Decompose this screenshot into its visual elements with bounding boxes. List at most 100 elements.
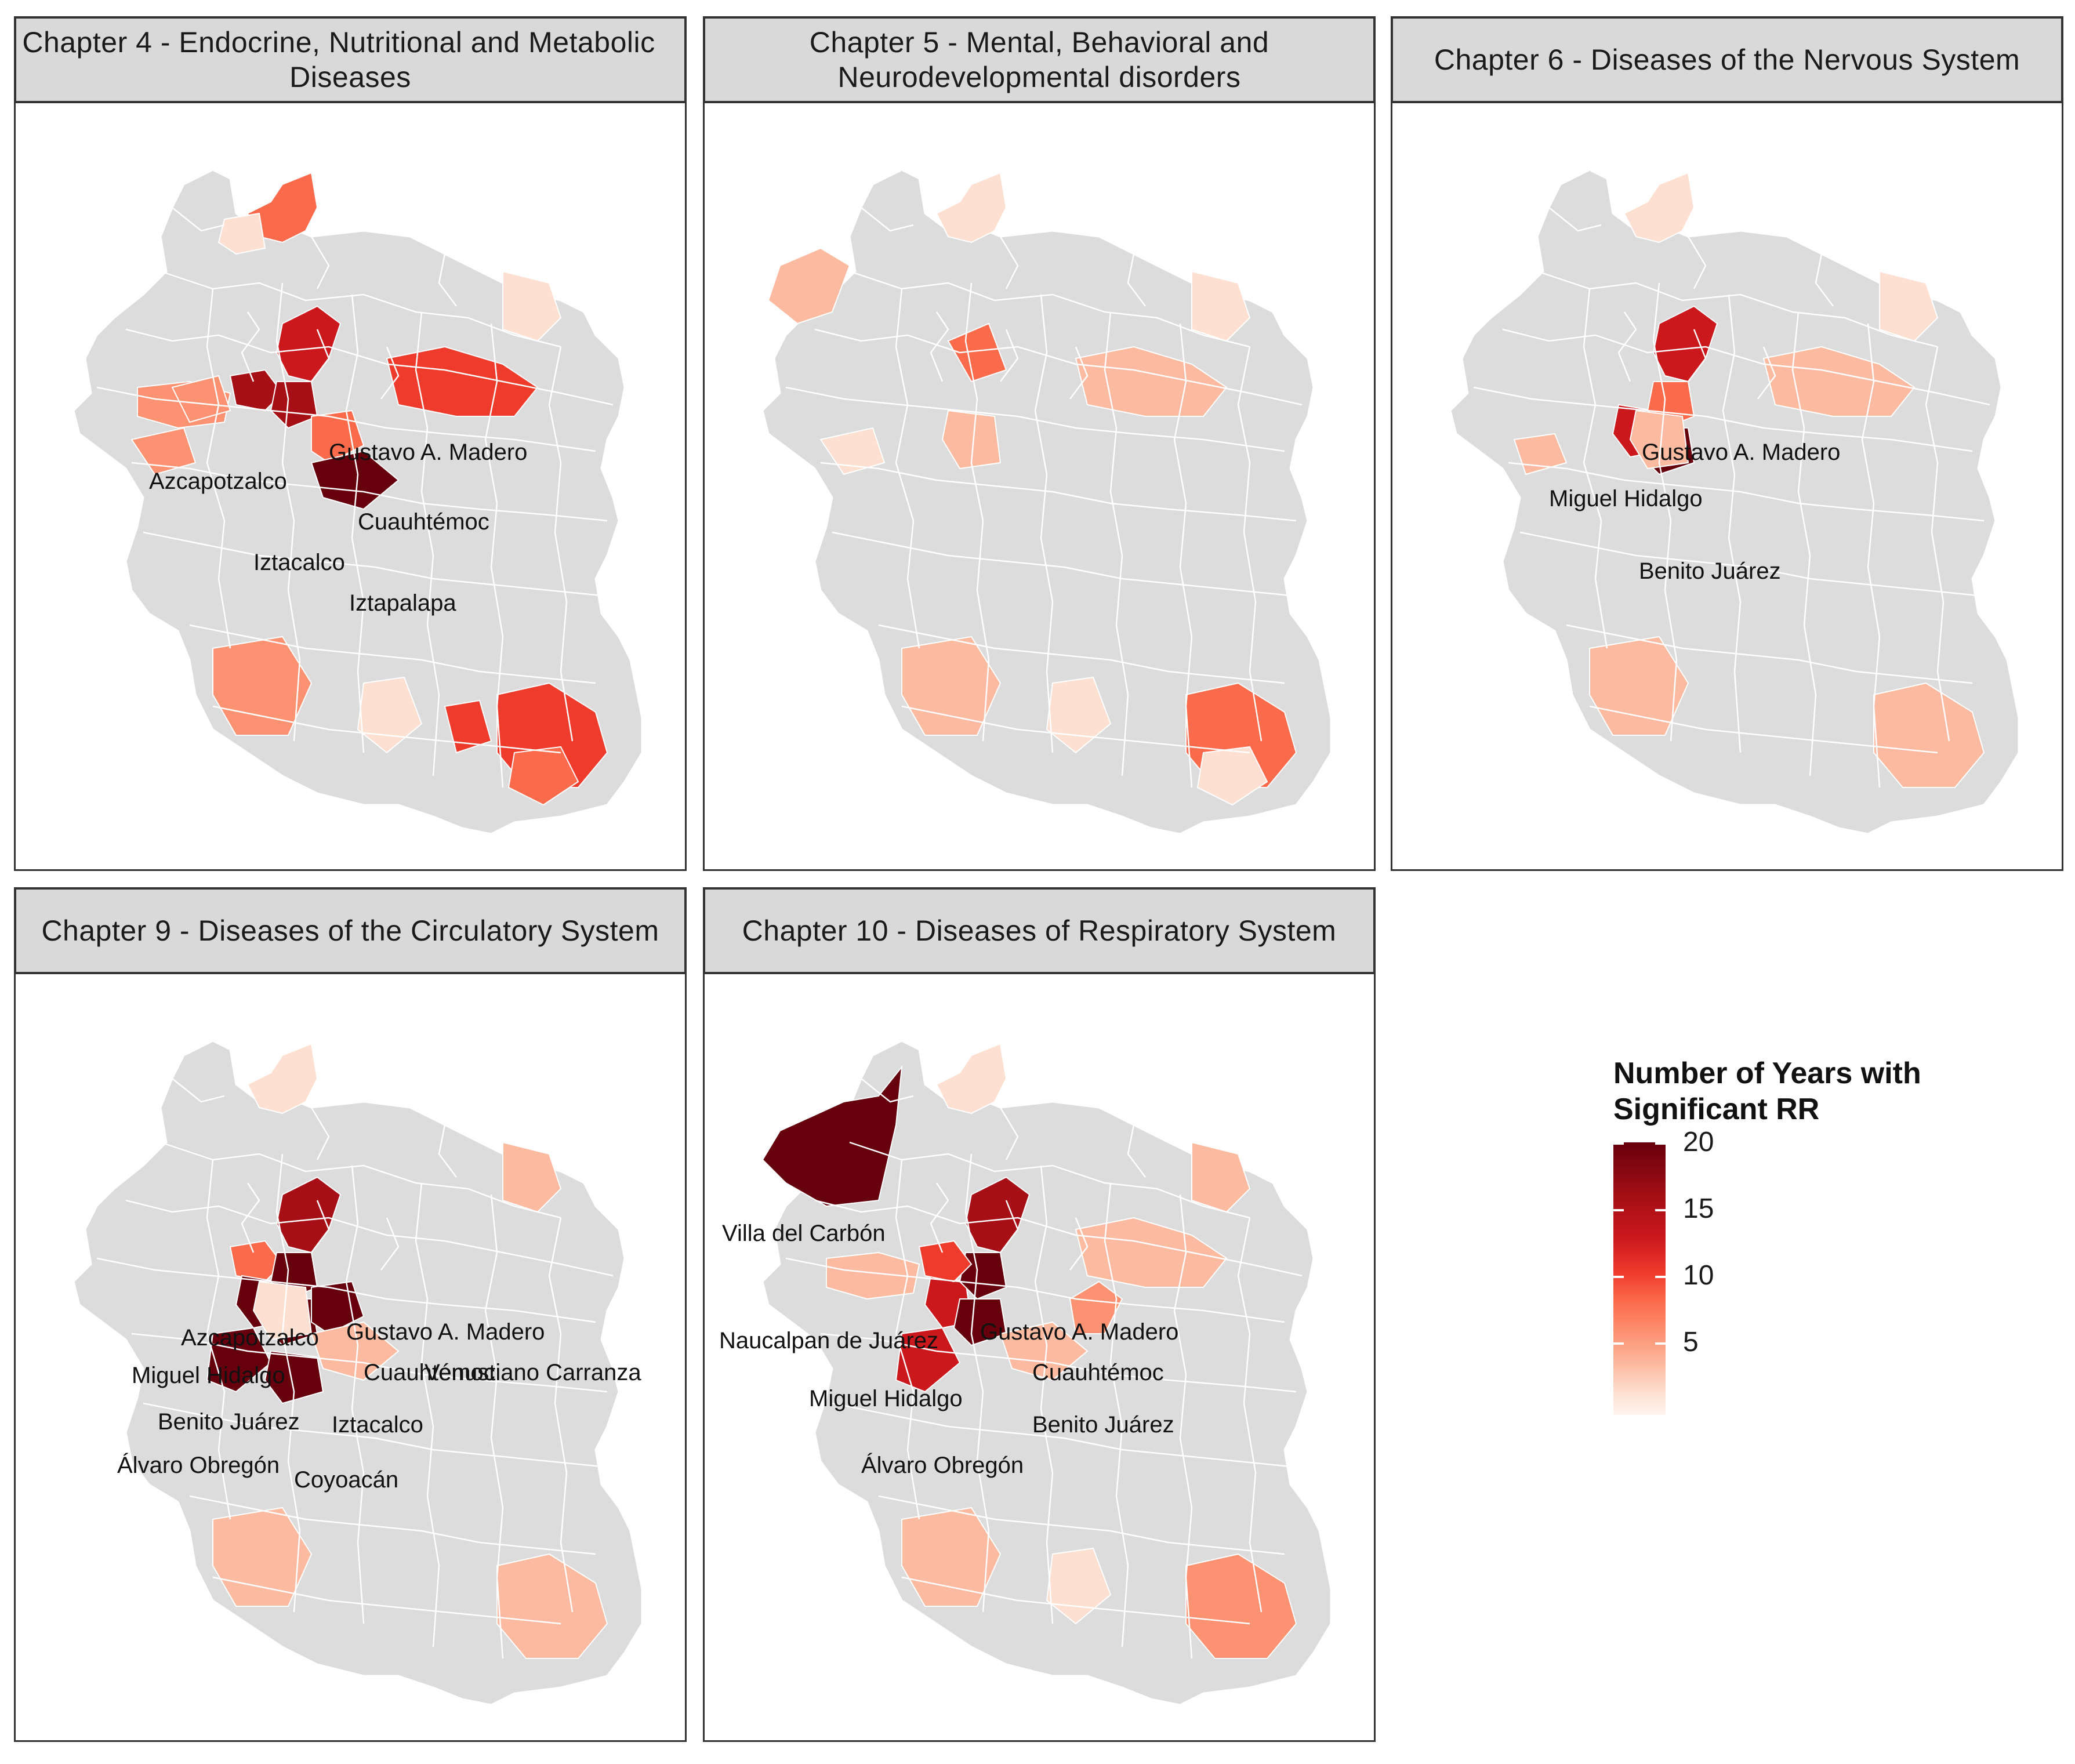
region-north-left (217, 212, 266, 255)
panel-title: Chapter 4 - Endocrine, Nutritional and M… (22, 25, 655, 95)
region-south-east (507, 746, 579, 806)
map-boundary (832, 1402, 1297, 1468)
region-se-big (496, 1553, 608, 1659)
region-naucalpan (826, 1251, 920, 1300)
region-south-east (1196, 746, 1268, 806)
map-boundary (1617, 311, 1776, 400)
panel-chapter-6: Chapter 6 - Diseases of the Nervous Syst… (1391, 16, 2063, 871)
region-west-far (767, 247, 851, 325)
map-boundary (172, 207, 457, 307)
map-boundary (964, 282, 990, 742)
panel-title-line: Chapter 5 - Mental, Behavioral and (809, 26, 1269, 59)
map-boundary (241, 311, 400, 400)
choropleth-map: Gustavo A. Madero Azcapotzalco Cuauhtémoc I… (72, 169, 643, 835)
legend-tick: 15 (1613, 1193, 1714, 1224)
panel-title-line: Chapter 10 - Diseases of Respiratory Sys… (742, 914, 1337, 947)
region-mid-west (130, 427, 197, 476)
region-north-top (1623, 172, 1695, 244)
map-boundary (189, 624, 596, 684)
legend-colorbar (1613, 1142, 1666, 1415)
region-east (1075, 346, 1228, 417)
region-label: Azcapotzalco (181, 1325, 319, 1351)
region-label: Iztapalapa (349, 590, 456, 616)
map-boundary (345, 294, 365, 753)
region-label: Cuauhtémoc (1032, 1360, 1164, 1385)
panel-chapter-4: Chapter 4 - Endocrine, Nutritional and M… (14, 16, 687, 871)
region-east (1075, 1217, 1228, 1288)
region-label: Gustavo A. Madero (1642, 440, 1840, 465)
map-boundary (1537, 270, 1938, 348)
region-iztacalco (311, 1280, 365, 1335)
panel-title-line: Chapter 9 - Diseases of the Circulatory … (41, 914, 659, 947)
region-label: Gustavo A. Madero (346, 1319, 545, 1345)
region-label: Iztacalco (253, 550, 345, 575)
panel-chapter-10: Chapter 10 - Diseases of Respiratory Sys… (703, 887, 1376, 1742)
map-boundary (212, 1576, 561, 1625)
region-east-top (1879, 270, 1939, 342)
region-label: Coyoacán (294, 1467, 398, 1493)
map-boundary (1034, 294, 1054, 753)
region-label: Gustavo A. Madero (329, 440, 527, 465)
legend-tick-label: 20 (1683, 1127, 1714, 1157)
map-boundary (861, 207, 1146, 307)
panel-title: Chapter 9 - Diseases of the Circulatory … (41, 913, 659, 948)
map-boundary (484, 323, 504, 788)
map-boundary (1583, 288, 1608, 649)
map-boundary (849, 1141, 1250, 1219)
panel-chapter-5: Chapter 5 - Mental, Behavioral and Neuro… (703, 16, 1376, 871)
region-se-big (1185, 1553, 1297, 1659)
map-boundary (785, 1257, 1285, 1323)
map-boundary (131, 462, 608, 522)
map-boundary (1034, 1165, 1054, 1624)
legend-title: Number of Years with Significant RR (1613, 1055, 1921, 1127)
map-boundary (1566, 624, 1973, 684)
map-boundary (160, 270, 561, 348)
map-boundary (345, 1165, 365, 1624)
panel-title: Chapter 5 - Mental, Behavioral and Neuro… (810, 25, 1269, 95)
map-boundary (548, 1217, 574, 1613)
map-group (72, 169, 643, 835)
map-boundary (206, 1159, 231, 1520)
panel-title-line: Chapter 4 - Endocrine, Nutritional and M… (22, 26, 655, 59)
map-boundary (1237, 1217, 1263, 1613)
panel-title: Chapter 10 - Diseases of Respiratory Sys… (742, 913, 1337, 948)
map-boundary (1925, 346, 1950, 742)
region-label: Benito Juárez (1032, 1412, 1174, 1438)
map-boundary (895, 1159, 920, 1520)
panel-title-strip: Chapter 9 - Diseases of the Circulatory … (14, 887, 687, 974)
map-boundary (143, 531, 608, 597)
choropleth-map: Azcapotzalco Gustavo A. Madero Miguel Hida… (72, 1040, 643, 1706)
panel-title-line: Neurodevelopmental disorders (837, 61, 1241, 93)
region-label: Miguel Hidalgo (132, 1363, 285, 1388)
panel-chapter-9: Chapter 9 - Diseases of the Circulatory … (14, 887, 687, 1742)
map-boundary (96, 1257, 596, 1323)
region-east-top (1191, 1141, 1251, 1213)
map-boundary (172, 1078, 457, 1178)
region-north-top (246, 1043, 318, 1115)
region-label: Cuauhtémoc (364, 1360, 495, 1385)
legend-tick-label: 10 (1683, 1260, 1714, 1291)
map-boundary (1237, 346, 1263, 742)
region-east (386, 346, 539, 417)
map-boundary (1104, 1182, 1129, 1647)
region-gam-north (1069, 1280, 1123, 1334)
map-boundary (131, 1333, 608, 1393)
panel-title-strip: Chapter 10 - Diseases of Respiratory Sys… (703, 887, 1376, 974)
map-group (1449, 169, 2020, 835)
region-center (947, 322, 1007, 383)
map-boundary (849, 270, 1250, 348)
panel-title-strip: Chapter 5 - Mental, Behavioral and Neuro… (703, 16, 1376, 103)
map-group (761, 169, 1332, 835)
map-boundary (415, 311, 440, 776)
region-label: Villa del Carbón (722, 1221, 886, 1246)
map-plot: Villa del Carbón Naucalpan de Juárez Gusta… (703, 974, 1376, 1742)
region-label: Venustiano Carranza (425, 1360, 641, 1385)
map-boundary (1173, 1194, 1193, 1659)
region-center-south (252, 1280, 313, 1341)
choropleth-map (761, 169, 1332, 835)
region-villa-del-carbon (761, 1065, 903, 1207)
map-boundary (1104, 311, 1129, 776)
panel-title-strip: Chapter 6 - Diseases of the Nervous Syst… (1391, 16, 2063, 103)
region-label: Azcapotzalco (149, 469, 287, 494)
region-east-top (502, 1141, 562, 1213)
